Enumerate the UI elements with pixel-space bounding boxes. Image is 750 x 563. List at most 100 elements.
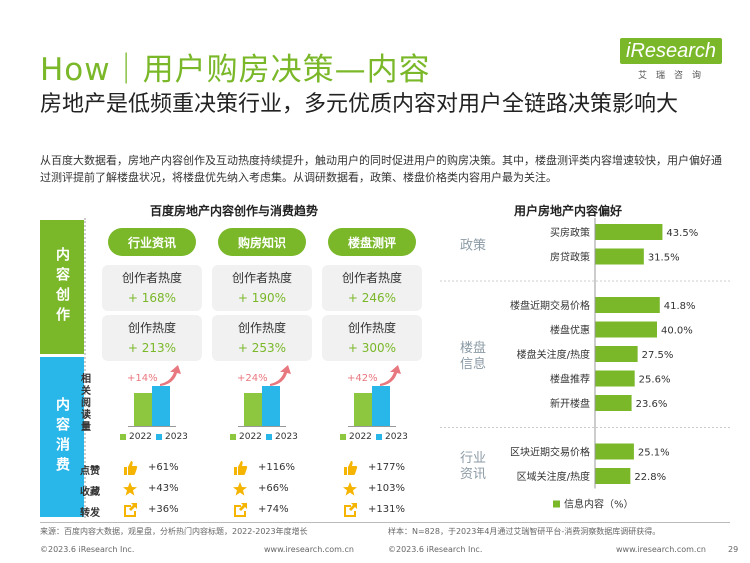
- bar-2023: [262, 386, 280, 426]
- bar-category-label: 楼盘近期交易价格: [510, 299, 590, 312]
- creation-heat-box: 创作热度 + 300%: [322, 315, 422, 361]
- bar-category-label: 区域关注度/热度: [517, 470, 590, 483]
- bar-value-label: 27.5%: [642, 350, 674, 361]
- copyright-left: ©2023.6 iResearch Inc.: [40, 545, 135, 554]
- group-label: 政策: [460, 237, 486, 253]
- share-value: +74%: [258, 504, 289, 515]
- creator-heat-value: + 190%: [237, 291, 287, 305]
- y-axis-label: 相关阅读量: [81, 374, 91, 433]
- topic-pill: 楼盘测评: [328, 228, 416, 256]
- like-icon: [232, 460, 248, 480]
- topic-pill: 购房知识: [218, 228, 306, 256]
- bar-baseline: [128, 426, 176, 427]
- creator-heat-label: 创作者热度: [121, 271, 182, 285]
- bar-2023: [152, 386, 170, 426]
- logo-text: iResearch: [620, 38, 723, 64]
- legend-2022-swatch: [230, 434, 236, 440]
- like-icon: [122, 460, 138, 480]
- preference-bar: [595, 297, 660, 313]
- bar-baseline: [348, 426, 396, 427]
- preference-bar: [595, 346, 638, 362]
- url-right: www.iresearch.com.cn: [616, 545, 706, 554]
- reading-growth: +14%: [127, 373, 158, 384]
- creation-heat-label: 创作热度: [237, 321, 286, 335]
- bar-value-label: 22.8%: [634, 472, 666, 483]
- bar-value-label: 25.6%: [639, 375, 671, 386]
- preference-bar: [595, 248, 644, 265]
- growth-arrow-icon: [380, 365, 401, 386]
- creation-heat-label: 创作热度: [347, 321, 396, 335]
- star-icon: [122, 481, 138, 501]
- share-icon: [342, 502, 358, 522]
- favorite-value: +66%: [258, 483, 289, 494]
- legend-2022-label: 2022: [239, 432, 262, 442]
- creator-heat-label: 创作者热度: [231, 271, 292, 285]
- topic-pill: 行业资讯: [108, 228, 196, 256]
- band-content-creation: 内容创作: [40, 220, 84, 354]
- creator-heat-value: + 246%: [347, 291, 397, 305]
- like-value: +61%: [148, 462, 179, 473]
- favorite-label: 收藏: [80, 487, 100, 498]
- bar-2022: [244, 393, 262, 426]
- preference-bar: [595, 443, 634, 460]
- page-number: 29: [728, 545, 739, 554]
- bar-category-label: 区块近期交易价格: [510, 446, 590, 459]
- creation-heat-box: 创作热度 + 253%: [212, 315, 312, 361]
- share-icon: [232, 502, 248, 522]
- legend-swatch: [553, 500, 560, 508]
- growth-arrow-icon: [270, 365, 291, 386]
- page-subtitle: 房地产是低频重决策行业，多元优质内容对用户全链路决策影响大: [40, 92, 679, 117]
- bar-category-label: 买房政策: [550, 226, 590, 239]
- bar-2022: [354, 393, 372, 426]
- creation-heat-label: 创作热度: [127, 321, 176, 335]
- bar-value-label: 43.5%: [666, 228, 698, 239]
- copyright-right: ©2023.6 iResearch Inc.: [388, 545, 483, 554]
- favorite-value: +103%: [368, 483, 405, 494]
- reading-growth: +42%: [347, 373, 378, 384]
- legend-2023-swatch: [376, 434, 382, 440]
- band-content-consumption: 内容消费: [40, 357, 84, 517]
- logo-subtext: 艾瑞咨询: [638, 71, 711, 81]
- reading-growth: +24%: [237, 373, 268, 384]
- bar-value-label: 40.0%: [661, 326, 693, 337]
- url-left: www.iresearch.com.cn: [264, 545, 354, 554]
- legend-2023-label: 2023: [275, 432, 298, 442]
- creation-heat-value: + 253%: [237, 341, 287, 355]
- group-label: 楼盘信息: [460, 340, 486, 372]
- creator-heat-box: 创作者热度 + 190%: [212, 265, 312, 311]
- share-value: +131%: [368, 504, 405, 515]
- creator-heat-box: 创作者热度 + 246%: [322, 265, 422, 311]
- creator-heat-label: 创作者热度: [341, 271, 402, 285]
- share-value: +36%: [148, 504, 179, 515]
- legend-2022-label: 2022: [129, 432, 152, 442]
- divider: [84, 218, 88, 518]
- bar-2023: [372, 386, 390, 426]
- legend-2023-swatch: [156, 434, 162, 440]
- preference-bar: [595, 468, 631, 484]
- iresearch-logo: iResearch 艾瑞咨询: [620, 38, 723, 81]
- bar-2022: [134, 393, 152, 426]
- bar-category-label: 房贷政策: [550, 251, 590, 264]
- bar-baseline: [238, 426, 286, 427]
- bar-category-label: 楼盘推荐: [550, 373, 590, 386]
- preference-bar: [595, 224, 663, 240]
- bar-value-label: 31.5%: [648, 253, 680, 264]
- bar-category-label: 新开楼盘: [550, 397, 590, 410]
- source-left: 来源：百度内容大数据，观星盘，分析热门内容标题，2022-2023年度增长: [40, 527, 308, 536]
- legend-2022-swatch: [120, 434, 126, 440]
- preference-bar: [595, 395, 632, 411]
- growth-arrow-icon: [160, 365, 181, 386]
- creation-heat-value: + 213%: [127, 341, 177, 355]
- bar-value-label: 25.1%: [638, 448, 670, 459]
- favorite-value: +43%: [148, 483, 179, 494]
- preference-bar: [595, 370, 635, 387]
- share-icon: [122, 502, 138, 522]
- creation-heat-value: + 300%: [347, 341, 397, 355]
- group-label: 行业资讯: [460, 451, 486, 482]
- creator-heat-value: + 168%: [127, 291, 177, 305]
- preference-bar: [595, 321, 657, 338]
- left-section-title: 百度房地产内容创作与消费趋势: [150, 204, 319, 218]
- legend-2023-label: 2023: [385, 432, 408, 442]
- share-label: 转发: [80, 508, 100, 519]
- creation-heat-box: 创作热度 + 213%: [102, 315, 202, 361]
